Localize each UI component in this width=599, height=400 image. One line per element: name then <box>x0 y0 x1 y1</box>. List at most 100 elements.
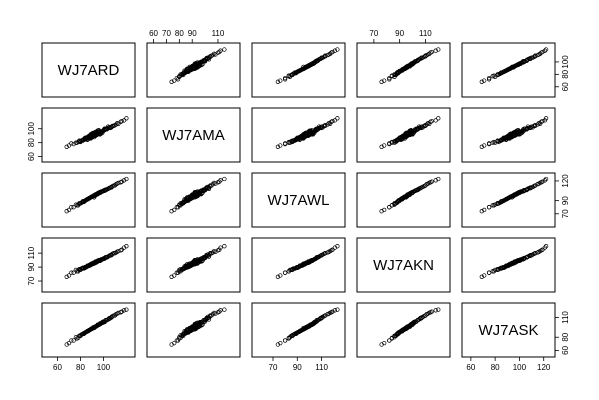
data-point <box>411 320 416 325</box>
data-point <box>512 192 517 197</box>
data-point <box>543 47 549 52</box>
data-point <box>436 116 441 121</box>
data-point <box>124 116 129 121</box>
data-point <box>111 251 116 256</box>
data-point <box>420 55 425 60</box>
data-point <box>514 62 520 68</box>
data-point <box>196 64 201 69</box>
data-point <box>205 252 210 257</box>
data-point <box>95 258 100 263</box>
data-point <box>514 191 520 196</box>
data-point <box>393 72 398 77</box>
panel-frame-r0-c3 <box>356 42 451 98</box>
data-point <box>116 121 121 126</box>
data-point <box>188 65 194 71</box>
data-point <box>308 323 313 328</box>
data-point <box>332 308 338 313</box>
data-point <box>217 179 222 184</box>
data-point <box>389 140 395 145</box>
data-point <box>286 269 291 274</box>
data-point <box>121 308 127 313</box>
data-point <box>312 257 317 262</box>
data-point <box>66 207 72 213</box>
data-point <box>512 64 517 69</box>
data-point <box>104 255 110 260</box>
data-point <box>535 182 540 187</box>
data-point <box>182 266 187 271</box>
data-point <box>332 48 338 53</box>
panel-frame-r3-c0 <box>41 237 136 293</box>
data-point <box>119 118 124 124</box>
data-point <box>543 116 549 121</box>
data-point <box>320 125 325 130</box>
data-point <box>514 258 520 263</box>
data-point <box>502 197 508 203</box>
data-point <box>204 186 209 191</box>
data-point <box>540 179 545 184</box>
data-point <box>482 207 487 213</box>
tick-label: 80 <box>561 69 570 78</box>
data-point <box>172 78 177 83</box>
tick-label: 90 <box>27 262 36 271</box>
data-point <box>275 79 281 84</box>
data-point <box>482 273 487 278</box>
data-point <box>499 199 504 205</box>
data-point <box>491 269 497 274</box>
data-point <box>512 260 517 266</box>
data-point <box>409 191 414 196</box>
variable-label-wj7ama: WJ7AMA <box>162 127 225 144</box>
data-point <box>222 307 227 312</box>
data-point <box>436 47 441 52</box>
tick-label: 70 <box>369 29 378 38</box>
data-point <box>535 122 540 127</box>
data-point <box>306 324 311 329</box>
data-point <box>205 314 210 320</box>
tick-label: 70 <box>27 276 36 285</box>
data-point <box>330 118 335 124</box>
data-point <box>172 207 177 213</box>
panel-frame-r2-c3 <box>356 172 451 228</box>
data-point <box>518 189 523 194</box>
data-point <box>323 251 328 256</box>
data-point <box>286 74 291 79</box>
data-point <box>382 340 387 346</box>
data-point <box>479 274 484 279</box>
data-point <box>210 250 215 255</box>
tick-label: 70 <box>269 363 278 372</box>
data-point <box>196 190 201 195</box>
data-point <box>278 273 283 278</box>
data-point <box>292 70 298 76</box>
data-point <box>325 122 330 127</box>
data-point <box>542 48 548 53</box>
data-point <box>89 194 95 199</box>
data-point <box>69 205 74 210</box>
data-point <box>401 133 406 138</box>
panel-frame-r2-c2 <box>251 172 346 228</box>
data-point <box>124 244 129 249</box>
data-point <box>389 203 395 208</box>
data-point <box>524 126 529 131</box>
data-point <box>302 65 307 71</box>
data-point <box>278 78 283 83</box>
data-point <box>415 57 420 63</box>
data-point <box>80 331 85 337</box>
data-point <box>490 203 495 208</box>
data-point <box>486 75 492 81</box>
data-point <box>218 308 223 313</box>
tick-label: 90 <box>561 196 570 205</box>
data-point <box>181 266 186 271</box>
data-point <box>499 137 504 143</box>
panel-frame-r4-c0 <box>41 302 136 358</box>
data-point <box>217 309 222 314</box>
data-point <box>93 324 98 329</box>
data-point <box>205 55 210 60</box>
data-point <box>87 195 92 201</box>
data-point <box>197 60 203 65</box>
data-point <box>429 309 434 314</box>
data-point <box>402 326 407 331</box>
data-point <box>104 187 110 192</box>
data-point <box>387 338 392 343</box>
data-point <box>537 180 543 186</box>
data-point <box>282 75 288 81</box>
